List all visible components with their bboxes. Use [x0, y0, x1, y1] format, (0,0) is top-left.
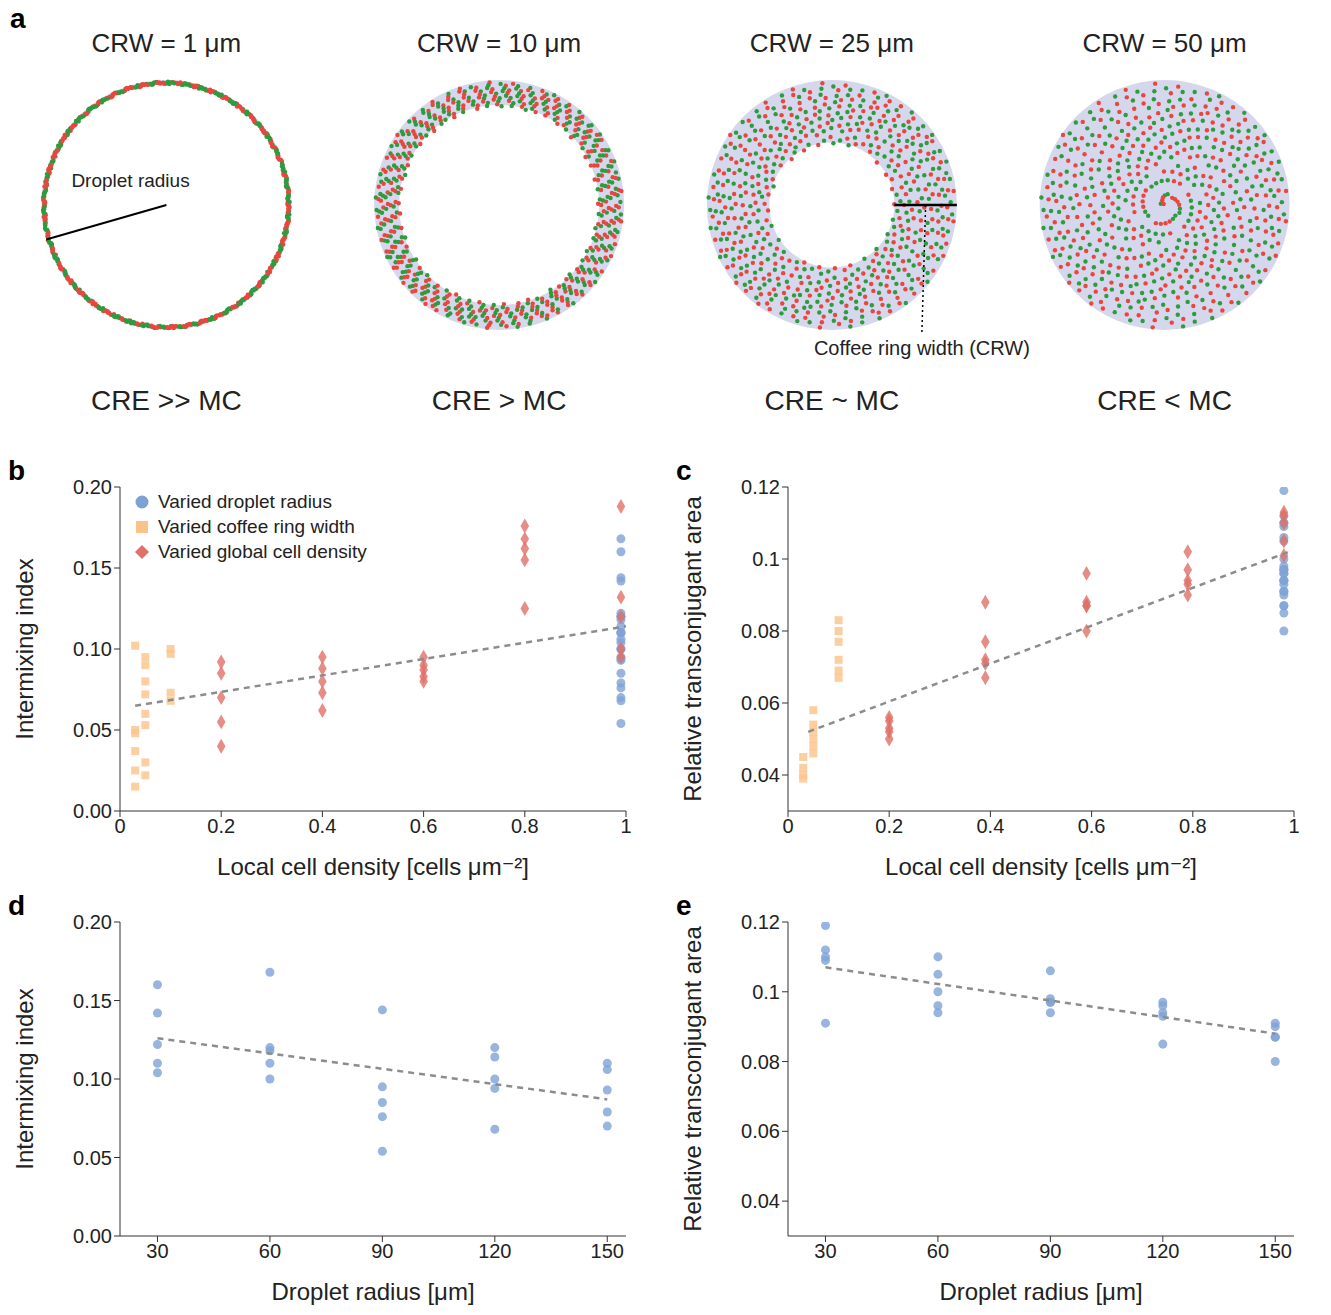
svg-text:60: 60	[927, 1240, 949, 1262]
svg-text:CRE > MC: CRE > MC	[432, 385, 567, 416]
html-text:Varied global cell density: Varied global cell density	[158, 540, 367, 562]
svg-text:0.15: 0.15	[73, 557, 112, 579]
svg-text:120: 120	[478, 1240, 511, 1262]
svg-text:60: 60	[259, 1240, 281, 1262]
svg-text:Droplet radius [μm]: Droplet radius [μm]	[271, 1278, 474, 1305]
svg-text:CRW = 10 μm: CRW = 10 μm	[417, 28, 581, 58]
svg-text:0: 0	[114, 815, 125, 837]
svg-text:0.00: 0.00	[73, 800, 112, 822]
html-text:Varied droplet radius: Varied droplet radius	[158, 490, 332, 512]
html-text:Varied coffee ring width: Varied coffee ring width	[158, 515, 355, 537]
svg-text:Relative transconjugant area: Relative transconjugant area	[679, 926, 706, 1232]
svg-text:30: 30	[814, 1240, 836, 1262]
html-text:e: e	[676, 890, 692, 921]
svg-text:150: 150	[591, 1240, 624, 1262]
html-text:c: c	[676, 455, 692, 486]
svg-text:Local cell density [cells μm⁻²: Local cell density [cells μm⁻²]	[217, 853, 529, 880]
svg-text:0.15: 0.15	[73, 990, 112, 1012]
svg-text:0.6: 0.6	[410, 815, 438, 837]
svg-text:0.1: 0.1	[752, 548, 780, 570]
svg-text:90: 90	[371, 1240, 393, 1262]
svg-text:0.00: 0.00	[73, 1225, 112, 1247]
svg-text:0.1: 0.1	[752, 981, 780, 1003]
svg-text:0.4: 0.4	[308, 815, 336, 837]
svg-text:Intermixing index: Intermixing index	[11, 988, 38, 1169]
svg-text:CRE < MC: CRE < MC	[1097, 385, 1232, 416]
svg-text:0.04: 0.04	[741, 1190, 780, 1212]
svg-text:0.2: 0.2	[207, 815, 235, 837]
svg-text:0.20: 0.20	[73, 911, 112, 933]
svg-text:0.12: 0.12	[741, 911, 780, 933]
svg-text:CRW = 50 μm: CRW = 50 μm	[1083, 28, 1247, 58]
svg-text:0.20: 0.20	[73, 476, 112, 498]
svg-text:90: 90	[1039, 1240, 1061, 1262]
svg-text:0.05: 0.05	[73, 1147, 112, 1169]
svg-text:0.12: 0.12	[741, 476, 780, 498]
svg-text:Droplet radius: Droplet radius	[71, 170, 189, 191]
svg-text:0.10: 0.10	[73, 638, 112, 660]
svg-text:0.10: 0.10	[73, 1068, 112, 1090]
svg-text:Local cell density [cells μm⁻²: Local cell density [cells μm⁻²]	[885, 853, 1197, 880]
svg-text:0.05: 0.05	[73, 719, 112, 741]
svg-text:CRE ~ MC: CRE ~ MC	[765, 385, 900, 416]
svg-text:0.8: 0.8	[511, 815, 539, 837]
svg-text:0.6: 0.6	[1078, 815, 1106, 837]
svg-text:0.06: 0.06	[741, 1120, 780, 1142]
svg-text:0.04: 0.04	[741, 764, 780, 786]
svg-text:Intermixing index: Intermixing index	[11, 558, 38, 739]
svg-text:a: a	[10, 3, 26, 34]
svg-text:Droplet radius [μm]: Droplet radius [μm]	[939, 1278, 1142, 1305]
svg-text:0.4: 0.4	[976, 815, 1004, 837]
svg-text:Coffee ring width (CRW): Coffee ring width (CRW)	[814, 337, 1030, 359]
svg-text:0.08: 0.08	[741, 620, 780, 642]
svg-text:30: 30	[146, 1240, 168, 1262]
svg-text:120: 120	[1146, 1240, 1179, 1262]
html-text:b: b	[8, 455, 26, 486]
svg-text:0: 0	[782, 815, 793, 837]
svg-text:CRE >> MC: CRE >> MC	[91, 385, 242, 416]
svg-text:1: 1	[1288, 815, 1299, 837]
svg-text:CRW = 1 μm: CRW = 1 μm	[92, 28, 242, 58]
html-text:d: d	[8, 890, 26, 921]
svg-text:150: 150	[1259, 1240, 1292, 1262]
svg-text:0.06: 0.06	[741, 692, 780, 714]
svg-text:Relative transconjugant area: Relative transconjugant area	[679, 496, 706, 802]
svg-text:0.2: 0.2	[875, 815, 903, 837]
svg-text:1: 1	[620, 815, 631, 837]
svg-text:0.8: 0.8	[1179, 815, 1207, 837]
svg-text:CRW = 25 μm: CRW = 25 μm	[750, 28, 914, 58]
svg-text:0.08: 0.08	[741, 1051, 780, 1073]
